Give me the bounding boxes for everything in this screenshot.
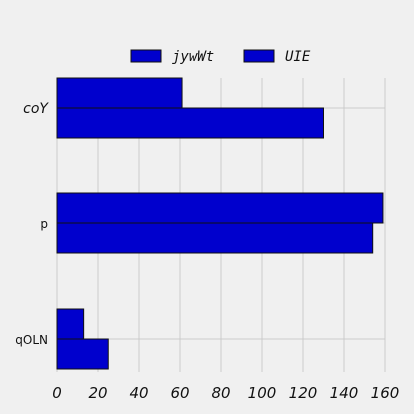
x-tick-label-0: 0 (52, 384, 62, 402)
x-tick-label-6: 120 (289, 384, 318, 402)
x-tick-label-5: 100 (248, 384, 277, 402)
legend: jywWt UIE (130, 49, 311, 65)
bar-p-series-0 (56, 192, 384, 224)
bar-coY-series-0 (56, 77, 183, 109)
bar-coY-series-1 (56, 107, 324, 139)
x-tick-label-1: 20 (88, 384, 107, 402)
y-tick-label-2: qOLN (15, 333, 48, 347)
x-tick-label-4: 80 (211, 384, 230, 402)
y-tick-labels: coY p qOLN (15, 101, 49, 347)
bar-qOLN-series-1 (56, 338, 109, 370)
x-tick-label-2: 40 (129, 384, 148, 402)
x-tick-labels: 0 20 40 60 80 100 120 140 160 (52, 384, 399, 402)
bar-qOLN-series-0 (56, 308, 85, 340)
legend-swatch-series-1 (243, 49, 275, 63)
legend-label-series-0: jywWt (172, 49, 214, 65)
legend-swatch-series-0 (130, 49, 162, 63)
y-tick-label-1: p (40, 217, 48, 231)
x-tick-label-3: 60 (170, 384, 189, 402)
legend-label-series-1: UIE (285, 49, 311, 65)
y-tick-label-0: coY (23, 101, 49, 117)
x-tick-label-7: 140 (330, 384, 359, 402)
x-tick-label-8: 160 (371, 384, 400, 402)
bars (56, 77, 384, 370)
bar-p-series-1 (56, 222, 374, 254)
